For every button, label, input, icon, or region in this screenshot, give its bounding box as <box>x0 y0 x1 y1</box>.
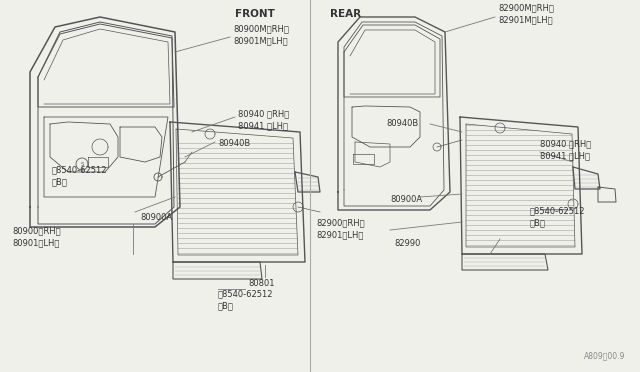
Text: ␹8540-62512
〈B〉: ␹8540-62512 〈B〉 <box>52 166 108 186</box>
Text: 80940B: 80940B <box>386 119 419 128</box>
Text: 80940 〈RH〉
80941 〈LH〉: 80940 〈RH〉 80941 〈LH〉 <box>540 140 591 160</box>
Text: A809　00.9: A809 00.9 <box>584 351 625 360</box>
Text: 82900〈RH〉
82901〈LH〉: 82900〈RH〉 82901〈LH〉 <box>316 219 365 239</box>
Text: S: S <box>80 161 84 167</box>
Text: ␹8540-62512
〈B〉: ␹8540-62512 〈B〉 <box>530 207 586 227</box>
Text: 80940 〈RH〉
80941 〈LH〉: 80940 〈RH〉 80941 〈LH〉 <box>238 110 289 130</box>
Text: 80900M〈RH〉
80901M〈LH〉: 80900M〈RH〉 80901M〈LH〉 <box>233 25 289 45</box>
Text: ␹8540-62512
〈B〉: ␹8540-62512 〈B〉 <box>218 290 273 310</box>
Text: REAR: REAR <box>330 9 361 19</box>
Text: 80900A: 80900A <box>390 196 422 205</box>
Text: FRONT: FRONT <box>235 9 275 19</box>
Text: 80940B: 80940B <box>218 140 250 148</box>
Text: 80900〈RH〉
80901〈LH〉: 80900〈RH〉 80901〈LH〉 <box>12 227 61 247</box>
Text: 80801: 80801 <box>248 279 275 289</box>
Text: 82990: 82990 <box>394 240 420 248</box>
Text: 80900A: 80900A <box>140 212 172 221</box>
Text: 82900M〈RH〉
82901M〈LH〉: 82900M〈RH〉 82901M〈LH〉 <box>498 4 554 24</box>
